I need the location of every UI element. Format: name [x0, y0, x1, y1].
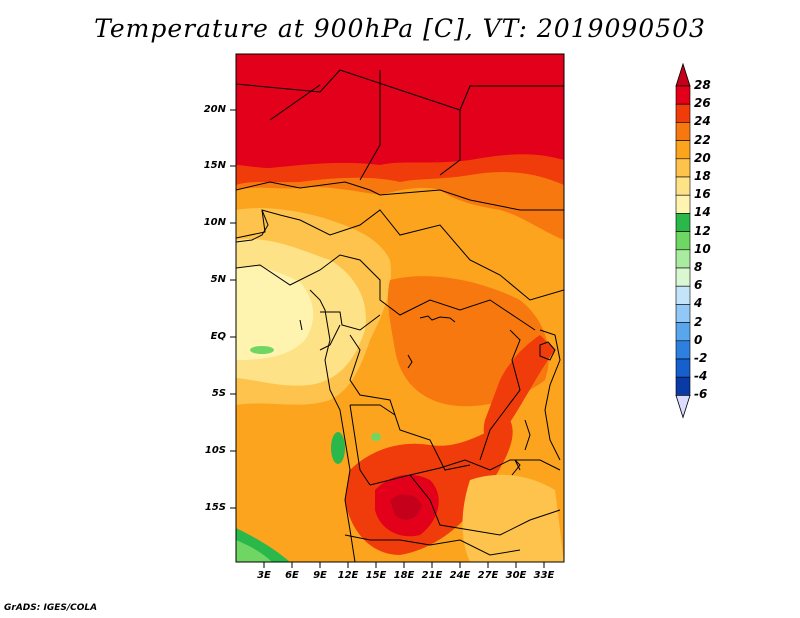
colorbar-segment [675, 322, 691, 342]
colorbar-top-arrow [675, 62, 691, 87]
lon-label-6e: 6E [285, 570, 299, 581]
colorbar-segment [675, 285, 691, 305]
lon-label-24e: 24E [449, 570, 471, 581]
grads-credit: GrADS: IGES/COLA [4, 603, 98, 613]
lat-label-10s: 10S [204, 445, 226, 456]
colorbar-label: -4 [694, 369, 708, 384]
lat-label-10n: 10N [203, 217, 226, 228]
colorbar-label: -2 [694, 351, 708, 365]
lon-label-18e: 18E [393, 570, 415, 581]
colorbar-bottom-arrow [675, 395, 691, 419]
colorbar-label: 14 [694, 205, 711, 220]
colorbar-segment [675, 358, 691, 378]
colorbar-label: 22 [694, 132, 711, 147]
colorbar-segment [675, 140, 691, 160]
lat-ticks [230, 109, 236, 509]
colorbar-segment [675, 122, 691, 141]
colorbar-segment [675, 231, 691, 251]
lat-label-5n: 5N [210, 274, 226, 285]
colorbar-segment [675, 340, 691, 360]
lon-label-3e: 3E [257, 570, 271, 581]
temperature-field [236, 54, 564, 562]
lon-label-27e: 27E [477, 570, 499, 581]
map-title: Temperature at 900hPa [C], VT: 201909050… [94, 14, 706, 43]
colorbar-segment [675, 304, 691, 323]
lat-label-5s: 5S [211, 388, 226, 399]
colorbar-segment [675, 376, 691, 396]
lat-label-15s: 15S [204, 502, 226, 513]
colorbar-label: 26 [694, 96, 711, 111]
colorbar-label: 16 [694, 187, 711, 202]
lon-label-15e: 15E [365, 570, 387, 581]
colorbar-segment [675, 194, 691, 214]
lat-label-eq: EQ [210, 331, 226, 342]
lat-label-15n: 15N [203, 160, 226, 171]
lat-label-20n: 20N [203, 104, 226, 115]
lon-label-33e: 33E [533, 570, 555, 581]
colorbar-segment [675, 267, 691, 287]
colorbar-label: 0 [694, 332, 703, 347]
colorbar-label: 24 [694, 114, 711, 129]
map-frame [235, 53, 565, 563]
lakes [407, 315, 556, 476]
colorbar-segment [675, 213, 691, 232]
lon-label-21e: 21E [421, 570, 443, 581]
colorbar-segment [675, 249, 691, 269]
colorbar-label: 18 [694, 169, 711, 183]
lon-label-9e: 9E [313, 570, 327, 581]
colorbar-label: 20 [694, 150, 711, 165]
colorbar [675, 62, 691, 419]
country-borders [236, 69, 564, 556]
colorbar-label: 10 [694, 241, 711, 256]
colorbar-label: 12 [694, 223, 711, 238]
colorbar-segment [675, 85, 691, 105]
colorbar-segment [675, 176, 691, 196]
colorbar-label: 2 [694, 314, 703, 329]
lon-ticks [263, 562, 545, 568]
colorbar-label: 6 [694, 278, 703, 293]
coastline [235, 209, 356, 563]
lon-label-30e: 30E [505, 570, 527, 581]
colorbar-label: 28 [694, 78, 711, 92]
lon-label-12e: 12E [337, 570, 359, 581]
colorbar-label: 4 [694, 296, 703, 311]
colorbar-label: -6 [694, 387, 708, 402]
colorbar-segment [675, 158, 691, 178]
colorbar-label: 8 [694, 260, 703, 274]
colorbar-segment [675, 103, 691, 123]
